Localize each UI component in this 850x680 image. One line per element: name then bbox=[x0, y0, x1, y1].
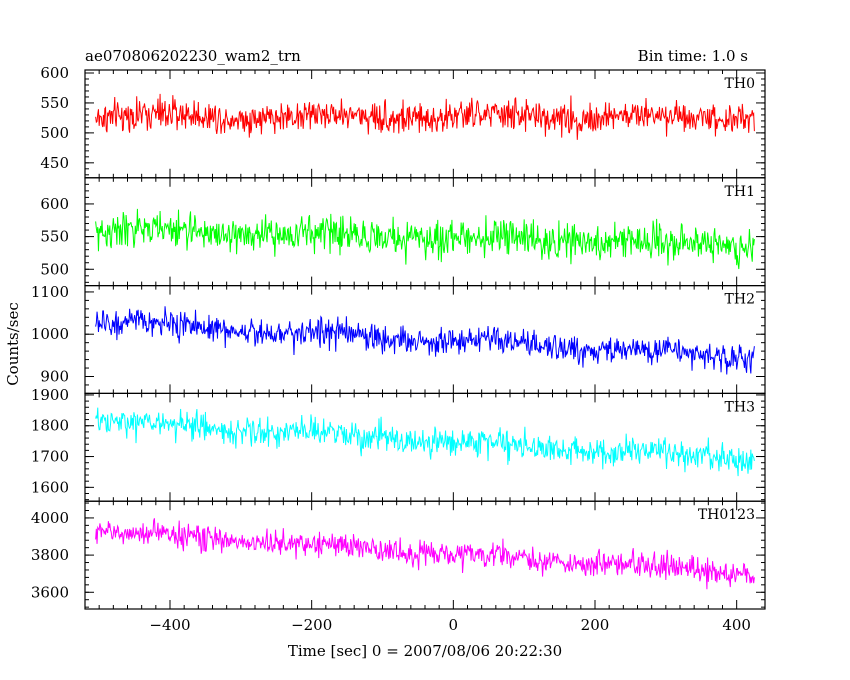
y-tick-label: 3800 bbox=[31, 546, 69, 564]
panel-th3: 1600 1700 1800 1900 TH3 bbox=[31, 386, 766, 502]
y-tick-label: 450 bbox=[40, 154, 69, 172]
y-axis-label: Counts/sec bbox=[4, 302, 22, 386]
y-tick-label: 500 bbox=[40, 124, 69, 142]
y-tick-label: 500 bbox=[40, 260, 69, 278]
y-tick-label: 1900 bbox=[31, 386, 69, 404]
panel-frame bbox=[84, 177, 766, 287]
y-tick-label: 3600 bbox=[31, 583, 69, 601]
panel-th1: 500 550 600 TH1 bbox=[40, 177, 766, 287]
panel-label-th0123: TH0123 bbox=[698, 507, 755, 523]
bin-time-label: Bin time: 1.0 s bbox=[638, 47, 748, 65]
x-axis-label: Time [sec] 0 = 2007/08/06 20:22:30 bbox=[288, 642, 562, 660]
panel-th0: 450 500 550 600 TH0 bbox=[40, 64, 766, 179]
x-tick-label: −200 bbox=[291, 616, 332, 634]
series-line-th0 bbox=[95, 93, 755, 140]
x-tick-label: 0 bbox=[449, 616, 459, 634]
chart-panels: 450 500 550 600 TH0 500 550 600 TH1 900 1000 1100 TH… bbox=[31, 64, 766, 610]
y-tick-label: 550 bbox=[40, 94, 69, 112]
panel-frame bbox=[84, 285, 766, 395]
x-axis: −400 −200 0 200 400 bbox=[149, 616, 751, 634]
panel-th0123: 3600 3800 4000 TH0123 bbox=[31, 500, 766, 610]
y-tick-label: 1600 bbox=[31, 478, 69, 496]
y-tick-label: 600 bbox=[40, 64, 69, 82]
y-tick-label: 900 bbox=[40, 367, 69, 385]
series-line-th2 bbox=[95, 306, 755, 375]
y-tick-label: 1000 bbox=[31, 325, 69, 343]
y-tick-label: 550 bbox=[40, 228, 69, 246]
y-tick-label: 4000 bbox=[31, 509, 69, 527]
y-tick-label: 1800 bbox=[31, 417, 69, 435]
panel-label-th1: TH1 bbox=[725, 184, 755, 200]
x-tick-label: −400 bbox=[149, 616, 190, 634]
panel-label-th0: TH0 bbox=[725, 76, 755, 92]
series-line-th3 bbox=[95, 407, 755, 477]
panel-th2: 900 1000 1100 TH2 bbox=[31, 283, 766, 395]
y-tick-label: 1100 bbox=[31, 283, 69, 301]
y-tick-label: 1700 bbox=[31, 448, 69, 466]
x-tick-label: 400 bbox=[722, 616, 751, 634]
x-tick-label: 200 bbox=[581, 616, 610, 634]
series-line-th1 bbox=[95, 208, 755, 270]
panel-label-th2: TH2 bbox=[725, 292, 755, 308]
figure-title: ae070806202230_wam2_trn bbox=[85, 47, 301, 65]
y-tick-label: 600 bbox=[40, 195, 69, 213]
panel-label-th3: TH3 bbox=[725, 399, 755, 415]
series-line-th0123 bbox=[95, 518, 755, 590]
